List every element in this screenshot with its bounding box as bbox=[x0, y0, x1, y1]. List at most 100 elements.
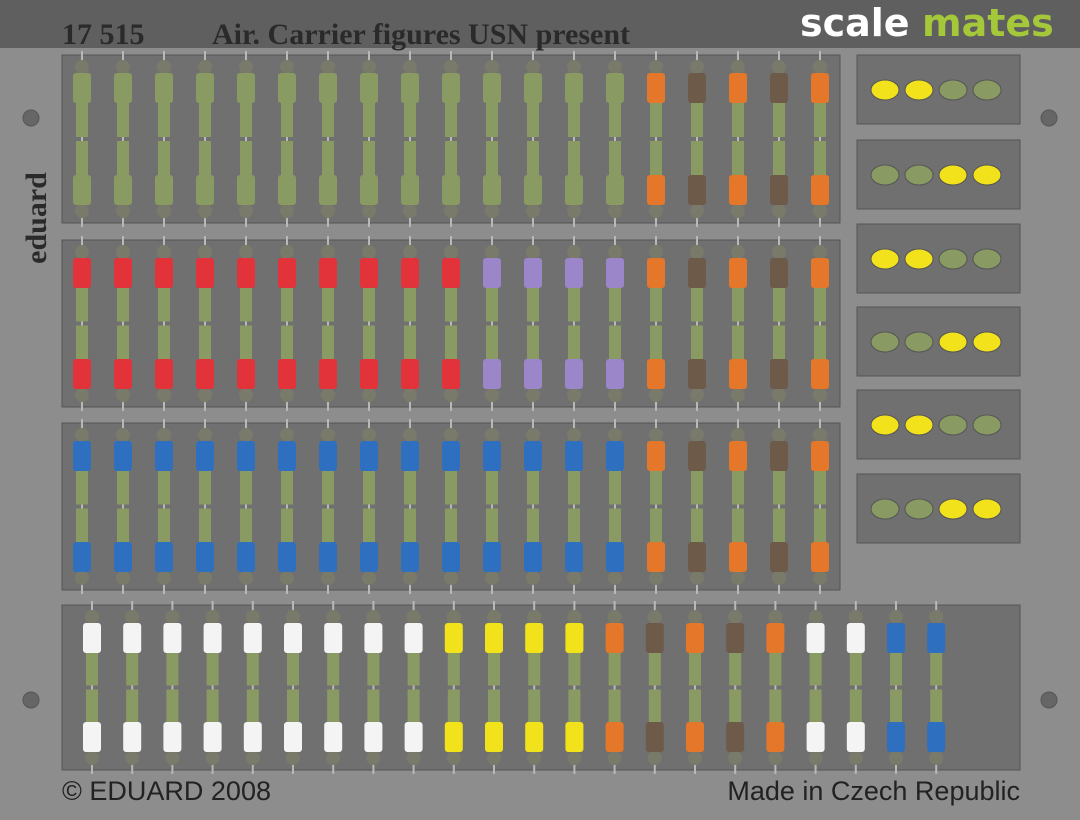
legs bbox=[486, 508, 498, 542]
torso bbox=[364, 722, 383, 752]
torso bbox=[401, 175, 419, 205]
legs bbox=[445, 508, 457, 542]
torso bbox=[360, 441, 378, 471]
head bbox=[649, 60, 663, 74]
legs bbox=[773, 325, 785, 359]
figure bbox=[324, 601, 343, 774]
torso bbox=[483, 542, 501, 572]
legs bbox=[691, 103, 703, 137]
seated-figure bbox=[972, 79, 1002, 101]
legs bbox=[732, 103, 744, 137]
legs bbox=[447, 689, 460, 722]
torso bbox=[360, 258, 378, 288]
torso bbox=[485, 623, 503, 653]
torso bbox=[114, 175, 132, 205]
head bbox=[649, 245, 663, 259]
legs bbox=[363, 471, 375, 505]
head bbox=[116, 388, 130, 402]
head bbox=[321, 388, 335, 402]
torso bbox=[360, 359, 378, 389]
torso bbox=[243, 623, 262, 653]
legs bbox=[814, 471, 826, 505]
torso bbox=[155, 441, 173, 471]
head bbox=[772, 428, 786, 442]
head bbox=[321, 245, 335, 259]
legs bbox=[322, 141, 334, 175]
legs bbox=[732, 471, 744, 505]
legs bbox=[486, 288, 498, 322]
legs bbox=[488, 689, 500, 722]
legs bbox=[404, 508, 416, 542]
seated-figure bbox=[904, 498, 934, 520]
torso bbox=[196, 359, 214, 389]
torso bbox=[319, 175, 337, 205]
hole bbox=[22, 691, 40, 709]
legs bbox=[930, 653, 943, 686]
figure bbox=[401, 236, 419, 411]
head bbox=[772, 60, 786, 74]
legs bbox=[86, 653, 98, 686]
torso bbox=[688, 542, 706, 572]
head bbox=[280, 204, 294, 218]
legs bbox=[246, 653, 259, 686]
legs bbox=[648, 689, 661, 722]
legs bbox=[691, 141, 703, 175]
legs bbox=[527, 288, 539, 322]
torso bbox=[196, 175, 214, 205]
legs bbox=[769, 689, 782, 722]
head bbox=[690, 388, 704, 402]
legs bbox=[527, 141, 539, 175]
figure bbox=[278, 51, 296, 227]
legs bbox=[199, 471, 211, 505]
torso bbox=[605, 722, 624, 752]
legs bbox=[609, 141, 621, 175]
head bbox=[125, 610, 140, 624]
legs bbox=[568, 141, 580, 175]
legs bbox=[117, 141, 129, 175]
torso bbox=[887, 722, 905, 752]
torso bbox=[360, 175, 378, 205]
legs bbox=[809, 653, 822, 686]
torso bbox=[73, 175, 91, 205]
torso bbox=[811, 73, 829, 103]
torso bbox=[525, 623, 544, 653]
torso bbox=[237, 542, 255, 572]
legs bbox=[773, 288, 785, 322]
legs bbox=[287, 653, 299, 686]
legs bbox=[568, 471, 580, 505]
head bbox=[321, 571, 335, 585]
legs bbox=[814, 508, 826, 542]
head bbox=[728, 751, 743, 765]
head bbox=[406, 751, 421, 765]
head bbox=[362, 60, 376, 74]
legs bbox=[166, 689, 179, 722]
seated-figure bbox=[972, 164, 1002, 186]
legs bbox=[281, 141, 293, 175]
torso bbox=[686, 623, 704, 653]
legs bbox=[407, 653, 420, 686]
legs bbox=[650, 288, 662, 322]
head bbox=[567, 388, 581, 402]
head bbox=[165, 610, 180, 624]
legs bbox=[528, 653, 541, 686]
torso bbox=[846, 722, 865, 752]
legs bbox=[814, 103, 826, 137]
head bbox=[813, 428, 827, 442]
torso bbox=[114, 542, 132, 572]
head bbox=[75, 60, 89, 74]
head bbox=[280, 245, 294, 259]
figure bbox=[647, 236, 665, 411]
torso bbox=[686, 722, 704, 752]
head bbox=[198, 60, 212, 74]
torso bbox=[688, 258, 706, 288]
torso bbox=[647, 542, 665, 572]
legs bbox=[769, 653, 782, 686]
head bbox=[608, 571, 622, 585]
legs bbox=[404, 103, 416, 137]
figure bbox=[73, 51, 91, 227]
head bbox=[205, 610, 220, 624]
legs bbox=[814, 141, 826, 175]
torso bbox=[565, 623, 584, 653]
legs bbox=[527, 325, 539, 359]
legs bbox=[773, 141, 785, 175]
